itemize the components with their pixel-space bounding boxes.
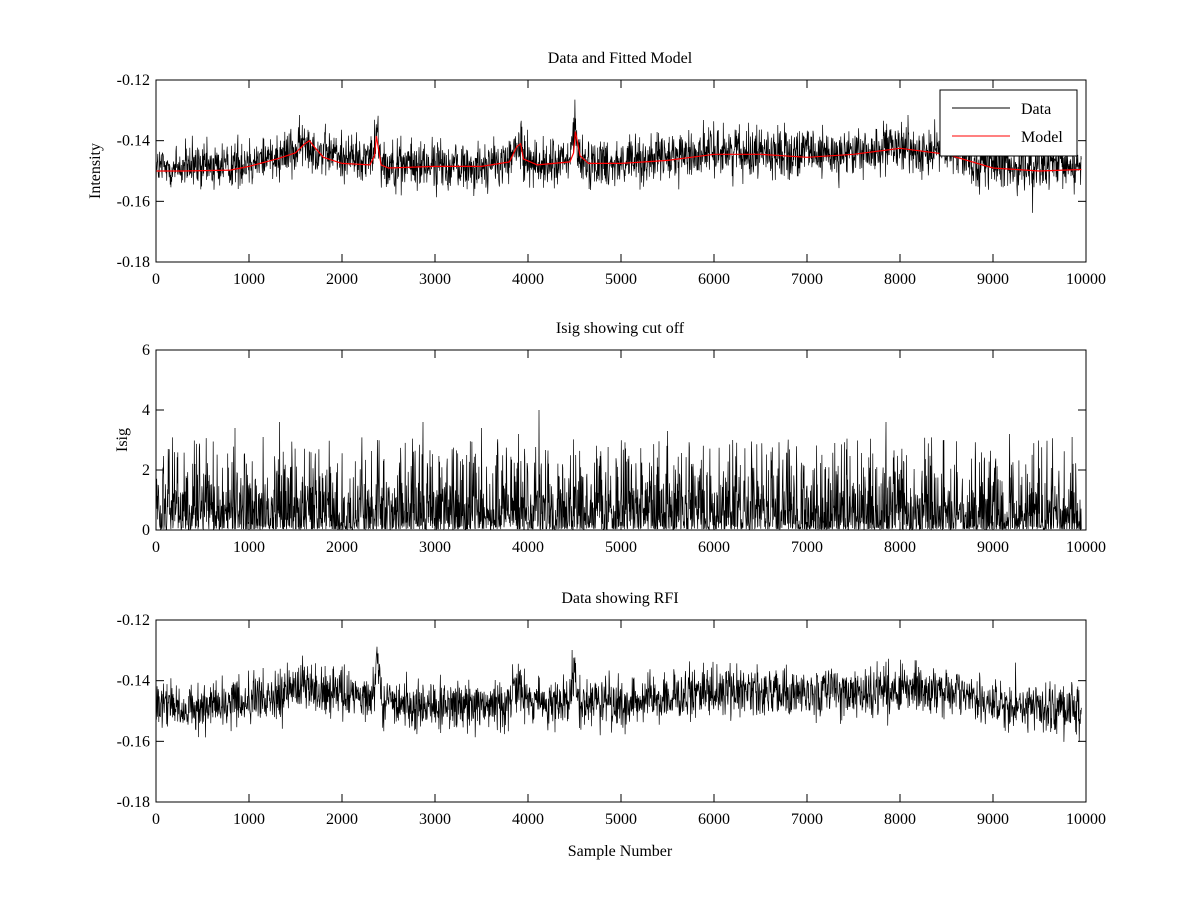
x-tick-label: 4000: [512, 811, 544, 828]
x-tick-label: 7000: [791, 539, 823, 556]
y-axis-label: Intensity: [87, 143, 104, 199]
x-tick-label: 7000: [791, 811, 823, 828]
x-tick-label: 0: [152, 271, 160, 288]
x-tick-label: 5000: [605, 271, 637, 288]
series-group: [156, 409, 1082, 530]
axis-ticks: 0 1000 2000 3000 4000 5000 6000 7000 8000 9000 100…: [117, 72, 1106, 288]
isig-line: [156, 409, 1082, 530]
x-tick-label: 3000: [419, 811, 451, 828]
panel-isig-showing-cut-off: Isig showing cut off 0 1000 2000 3000 4000 50…: [114, 320, 1106, 556]
x-tick-label: 1000: [233, 271, 265, 288]
y-axis-label: Isig: [114, 428, 131, 452]
x-tick-label: 2000: [326, 539, 358, 556]
x-tick-label: 6000: [698, 271, 730, 288]
y-tick-label: -0.18: [117, 254, 150, 271]
x-tick-label: 8000: [884, 539, 916, 556]
x-tick-label: 2000: [326, 811, 358, 828]
panel-title: Isig showing cut off: [556, 320, 685, 337]
x-tick-label: 1000: [233, 811, 265, 828]
x-tick-label: 10000: [1066, 811, 1106, 828]
plot-area: [156, 646, 1082, 742]
data-line: [156, 646, 1082, 742]
x-tick-label: 9000: [977, 811, 1009, 828]
x-tick-label: 3000: [419, 539, 451, 556]
y-tick-label: -0.18: [117, 794, 150, 811]
y-tick-label: 6: [142, 342, 150, 359]
axis-ticks: 0 1000 2000 3000 4000 5000 6000 7000 8000 9000 100…: [142, 342, 1106, 556]
x-tick-label: 9000: [977, 271, 1009, 288]
x-tick-label: 5000: [605, 539, 637, 556]
x-tick-label: 4000: [512, 271, 544, 288]
y-tick-label: 2: [142, 462, 150, 479]
y-tick-label: -0.14: [117, 133, 150, 150]
plot-area: [156, 409, 1082, 530]
x-tick-label: 5000: [605, 811, 637, 828]
x-tick-label: 8000: [884, 271, 916, 288]
panel-title: Data and Fitted Model: [548, 50, 693, 67]
axis-ticks: 0 1000 2000 3000 4000 5000 6000 7000 8000 9000 100…: [117, 612, 1106, 828]
x-tick-label: 10000: [1066, 539, 1106, 556]
series-group: [156, 646, 1082, 742]
y-tick-label: 4: [142, 402, 150, 419]
x-tick-label: 10000: [1066, 271, 1106, 288]
legend-label-model: Model: [1021, 129, 1063, 146]
panel-data-and-fitted-model: Data and Fitted Model 0 1000 2000 3000 4000 5…: [87, 50, 1106, 288]
x-axis-label: Sample Number: [568, 843, 673, 860]
legend-label-data: Data: [1021, 101, 1051, 118]
x-tick-label: 7000: [791, 271, 823, 288]
x-tick-label: 2000: [326, 271, 358, 288]
x-tick-label: 0: [152, 539, 160, 556]
legend: Data Model: [939, 89, 1078, 157]
x-tick-label: 6000: [698, 811, 730, 828]
y-tick-label: 0: [142, 522, 150, 539]
series-group: [156, 99, 1082, 213]
x-tick-label: 0: [152, 811, 160, 828]
panel-data-showing-rfi: Data showing RFI 0 1000 2000 3000 4000 5000 60…: [117, 590, 1106, 860]
x-tick-label: 3000: [419, 271, 451, 288]
y-tick-label: -0.16: [117, 193, 150, 210]
y-tick-label: -0.16: [117, 733, 150, 750]
data-line: [156, 99, 1082, 213]
y-tick-label: -0.12: [117, 72, 150, 89]
x-tick-label: 8000: [884, 811, 916, 828]
x-tick-label: 1000: [233, 539, 265, 556]
plot-area: [156, 99, 1082, 213]
y-tick-label: -0.14: [117, 673, 150, 690]
panel-title: Data showing RFI: [561, 590, 678, 607]
x-tick-label: 6000: [698, 539, 730, 556]
legend-box: [939, 89, 1078, 157]
y-tick-label: -0.12: [117, 612, 150, 629]
model-line: [156, 131, 1082, 172]
x-tick-label: 9000: [977, 539, 1009, 556]
x-tick-label: 4000: [512, 539, 544, 556]
